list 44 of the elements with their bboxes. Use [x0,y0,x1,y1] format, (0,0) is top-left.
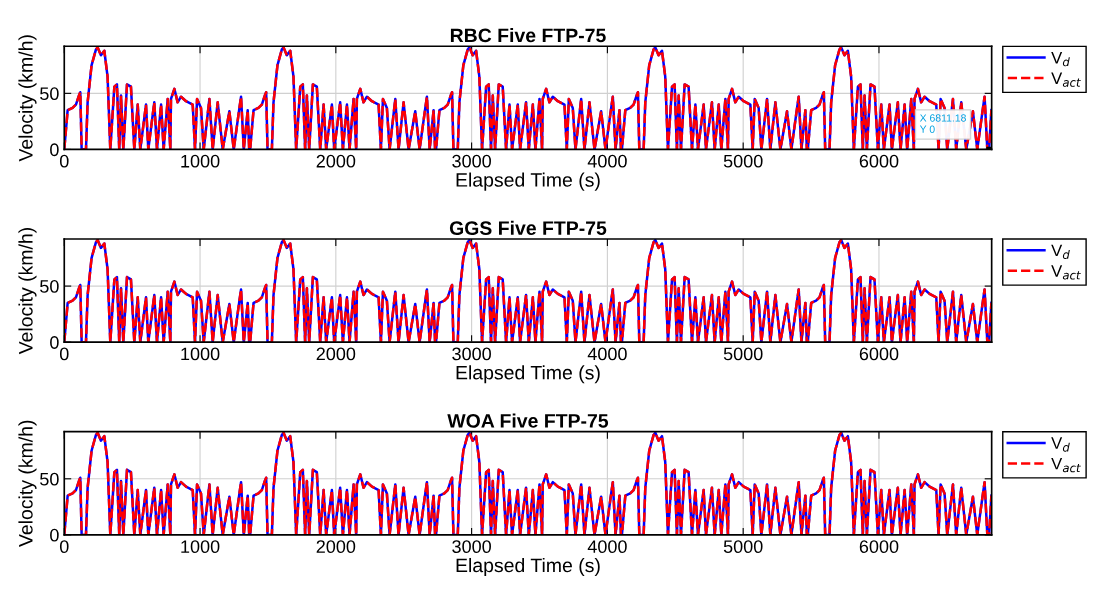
chart-title: WOA Five FTP-75 [447,413,609,428]
x-tick-label: 2000 [316,154,356,168]
x-tick-label: 3000 [452,154,491,168]
x-tick-label: 2000 [316,540,356,554]
chart-title: GGS Five FTP-75 [449,220,607,235]
y-axis-title: Velocity (km/h) [18,228,37,355]
x-tick-label: 1000 [181,347,220,361]
x-axis-title: Elapsed Time (s) [456,365,600,384]
y-axis-title: Velocity (km/h) [18,35,37,162]
annotation: X 6811.18 Y 0 [919,114,966,133]
chart-title: RBC Five FTP-75 [450,28,606,43]
x-tick-label: 2000 [316,347,356,361]
legend-label: V$_{d}$ [1051,51,1070,67]
x-tick-label: 3000 [452,540,491,554]
x-tick-label: 6000 [859,540,899,554]
x-tick-label: 1000 [181,540,220,554]
x-tick-label: 0 [59,540,69,554]
y-tick-label: 50 [40,472,59,486]
y-tick-label: 50 [40,280,59,293]
legend-label: V$_{act}$ [1051,457,1081,473]
x-tick-label: 4000 [587,154,627,168]
y-tick-label: 0 [50,336,59,349]
x-axis-title: Elapsed Time (s) [456,557,600,577]
legend-label: V$_{act}$ [1051,72,1081,87]
x-tick-label: 5000 [723,540,763,554]
x-tick-label: 1000 [181,154,220,168]
line-series [64,431,992,535]
x-tick-label: 4000 [587,347,627,361]
x-tick-label: 5000 [723,154,763,168]
x-tick-label: 6000 [859,154,899,168]
legend-label: V$_{d}$ [1051,244,1070,259]
x-tick-label: 5000 [723,347,763,361]
x-tick-label: 6000 [859,347,899,361]
y-tick-label: 50 [40,87,59,101]
x-axis-title: Elapsed Time (s) [456,172,600,191]
x-tick-label: 0 [59,347,69,361]
y-tick-label: 0 [50,143,59,157]
y-tick-label: 0 [50,528,59,542]
legend-label: V$_{act}$ [1051,265,1081,280]
y-axis-title: Velocity (km/h) [18,420,37,547]
legend-label: V$_{d}$ [1051,437,1070,452]
x-tick-label: 0 [59,154,69,168]
x-tick-label: 3000 [452,347,491,361]
x-tick-label: 4000 [587,540,627,554]
